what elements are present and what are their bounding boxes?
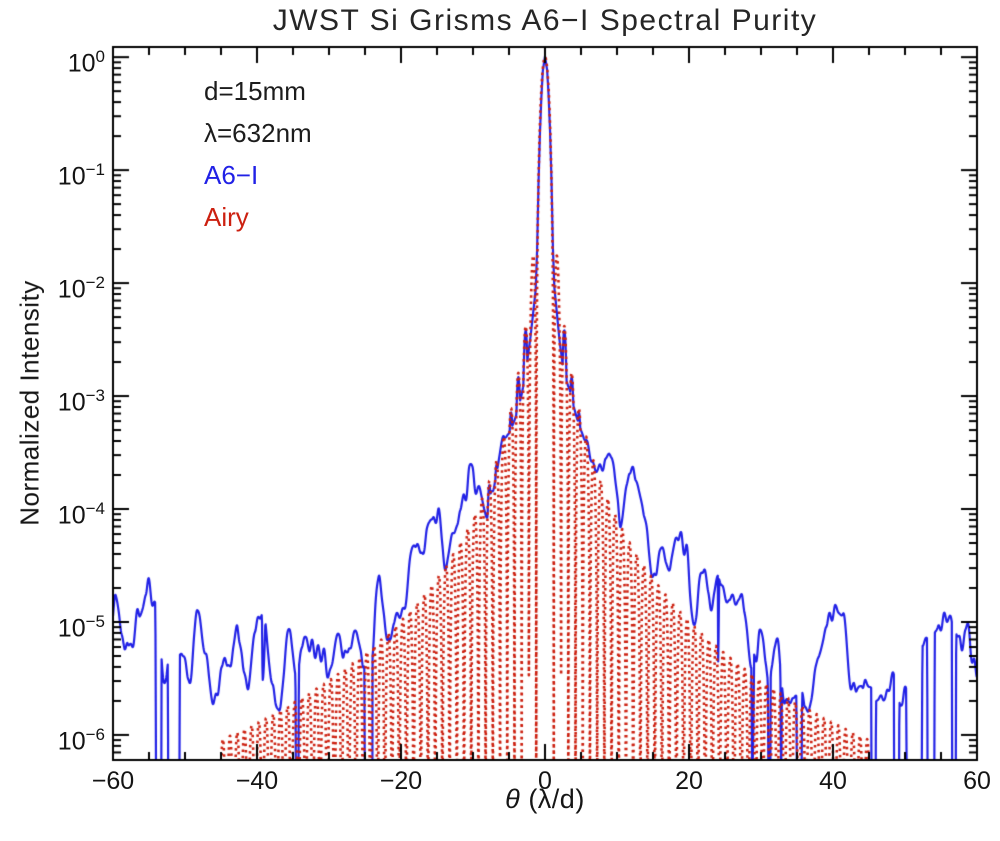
y-tick-label: 10−4 [57, 499, 105, 530]
x-axis-units: (λ/d) [520, 784, 585, 814]
legend-label-a6i: A6−I [204, 160, 259, 190]
annotation-wavelength: λ=632nm [204, 118, 312, 148]
y-tick-label: 10−2 [57, 273, 105, 304]
y-tick-label: 10−5 [57, 611, 105, 643]
theta-symbol: θ [505, 784, 521, 814]
x-tick-label: −20 [379, 767, 423, 795]
x-tick-label: −60 [91, 767, 135, 795]
x-tick-label: −40 [235, 767, 279, 795]
y-tick-label: 10−6 [57, 724, 105, 756]
y-tick-label: 100 [67, 47, 105, 78]
y-tick-label: 10−1 [57, 160, 105, 191]
annotation-aperture: d=15mm [204, 76, 306, 106]
page-title: JWST Si Grisms A6−I Spectral Purity [272, 4, 818, 37]
y-tick-label: 10−3 [57, 386, 105, 417]
x-tick-label: 0 [538, 767, 552, 795]
annotation-block: d=15mm λ=632nm A6−I Airy [204, 70, 312, 238]
x-axis-label: θ (λ/d) [113, 784, 977, 815]
legend-label-airy: Airy [204, 202, 249, 232]
x-tick-label: 20 [675, 767, 703, 795]
x-tick-label: 40 [819, 767, 847, 795]
x-tick-label: 60 [963, 767, 991, 795]
